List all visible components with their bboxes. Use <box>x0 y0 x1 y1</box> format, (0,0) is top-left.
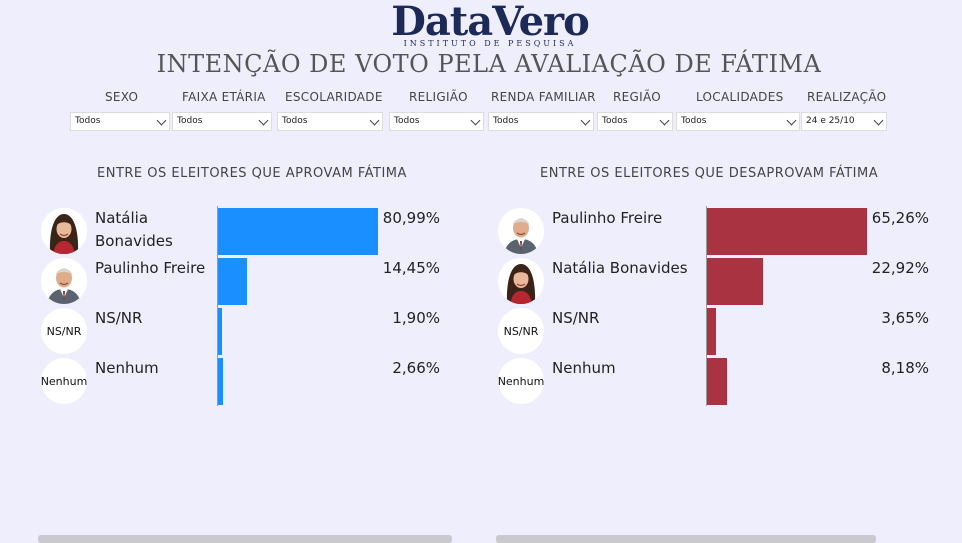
bar[interactable] <box>707 208 867 255</box>
bar[interactable] <box>707 258 764 305</box>
category-label: Paulinho Freire <box>95 259 206 277</box>
right-scrollbar[interactable] <box>496 535 876 543</box>
filter-label-renda-familiar: RENDA FAMILIAR <box>491 90 596 104</box>
filter-select-renda-familiar[interactable]: Todos <box>488 112 594 131</box>
chevron-down-icon <box>580 115 591 126</box>
filter-label-localidades: LOCALIDADES <box>696 90 784 104</box>
bar[interactable] <box>218 308 222 355</box>
left-scrollbar[interactable] <box>38 535 452 543</box>
chevron-down-icon <box>659 115 670 126</box>
y-axis-line <box>217 206 218 406</box>
chevron-down-icon <box>369 115 380 126</box>
data-label: 22,92% <box>871 259 929 277</box>
candidate-badge: Nenhum <box>41 358 87 404</box>
filter-value: Todos <box>681 116 707 126</box>
bar[interactable] <box>218 258 247 305</box>
chevron-down-icon <box>873 115 884 126</box>
data-label: 8,18% <box>881 359 929 377</box>
filter-select-religiao[interactable]: Todos <box>389 112 484 131</box>
filter-value: 24 e 25/10 <box>806 116 855 126</box>
chevron-down-icon <box>258 115 269 126</box>
chart-title: ENTRE OS ELEITORES QUE APROVAM FÁTIMA <box>97 166 407 181</box>
bar[interactable] <box>218 358 224 405</box>
filter-value: Todos <box>493 116 519 126</box>
category-label: NS/NR <box>95 309 143 327</box>
filter-label-sexo: SEXO <box>105 90 139 104</box>
data-label: 3,65% <box>881 309 929 327</box>
category-label: Paulinho Freire <box>552 209 663 227</box>
filter-value: Todos <box>394 116 420 126</box>
data-label: 65,26% <box>871 209 929 227</box>
filter-label-faixa-etaria: FAIXA ETÁRIA <box>182 90 266 104</box>
filter-value: Todos <box>602 116 628 126</box>
filter-select-realizacao[interactable]: 24 e 25/10 <box>801 112 887 131</box>
candidate-photo <box>498 208 544 254</box>
data-label: 2,66% <box>392 359 440 377</box>
bar[interactable] <box>707 358 728 405</box>
category-label: Natália Bonavides <box>95 209 173 250</box>
filter-label-regiao: REGIÃO <box>613 90 662 104</box>
category-label: Nenhum <box>95 359 159 377</box>
filter-value: Todos <box>282 116 308 126</box>
chevron-down-icon <box>470 115 481 126</box>
candidate-badge: NS/NR <box>498 308 544 354</box>
filter-select-localidades[interactable]: Todos <box>676 112 800 131</box>
filter-label-religiao: RELIGIÃO <box>409 90 468 104</box>
filter-select-faixa-etaria[interactable]: Todos <box>172 112 272 131</box>
candidate-badge: Nenhum <box>498 358 544 404</box>
data-label: 1,90% <box>392 309 440 327</box>
candidate-photo <box>41 258 87 304</box>
candidate-photo <box>498 258 544 304</box>
chevron-down-icon <box>786 115 797 126</box>
logo-name: DataVero <box>391 0 590 45</box>
data-label: 14,45% <box>382 259 440 277</box>
filter-select-sexo[interactable]: Todos <box>70 112 170 131</box>
y-axis-line <box>706 206 707 406</box>
bar[interactable] <box>218 208 378 255</box>
data-label: 80,99% <box>382 209 440 227</box>
logo-tagline: INSTITUTO DE PESQUISA <box>403 39 577 48</box>
category-label: Nenhum <box>552 359 616 377</box>
filter-value: Todos <box>177 116 203 126</box>
category-label: Natália Bonavides <box>552 259 688 277</box>
candidate-photo <box>41 208 87 254</box>
chart-title: ENTRE OS ELEITORES QUE DESAPROVAM FÁTIMA <box>540 166 879 181</box>
datavero-logo: DataVero INSTITUTO DE PESQUISA <box>0 0 962 49</box>
bar[interactable] <box>707 308 716 355</box>
filter-label-escolaridade: ESCOLARIDADE <box>285 90 383 104</box>
filter-select-regiao[interactable]: Todos <box>597 112 673 131</box>
chevron-down-icon <box>156 115 167 126</box>
candidate-badge: NS/NR <box>41 308 87 354</box>
page-title: INTENÇÃO DE VOTO PELA AVALIAÇÃO DE FÁTIM… <box>156 50 822 78</box>
filter-value: Todos <box>75 116 101 126</box>
filter-label-realizacao: REALIZAÇÃO <box>807 90 887 104</box>
category-label: NS/NR <box>552 309 600 327</box>
filter-select-escolaridade[interactable]: Todos <box>277 112 383 131</box>
